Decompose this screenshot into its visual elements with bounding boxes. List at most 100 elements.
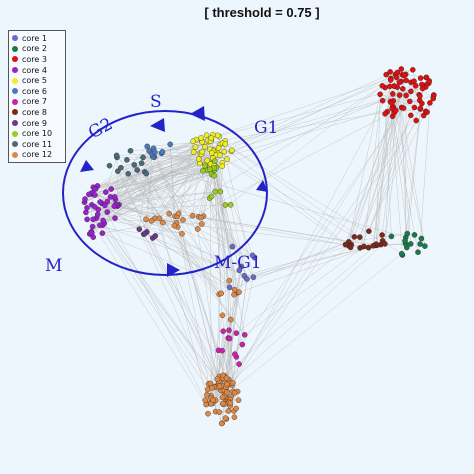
network-node	[410, 67, 416, 73]
cycle-ellipse	[62, 110, 268, 276]
network-node	[408, 88, 414, 95]
network-node	[215, 145, 222, 151]
label-g1: G1	[254, 118, 278, 138]
network-node	[140, 154, 146, 161]
network-node	[175, 210, 182, 217]
legend-label: core 8	[22, 107, 47, 117]
network-node	[223, 375, 230, 381]
network-node	[227, 400, 234, 406]
network-node	[230, 380, 236, 386]
network-node	[382, 241, 388, 247]
network-node	[143, 216, 149, 223]
network-node	[377, 91, 383, 98]
network-node	[383, 71, 389, 78]
network-node	[166, 210, 172, 217]
network-node	[233, 405, 239, 412]
network-node	[214, 376, 221, 382]
network-node	[209, 150, 215, 156]
network-node	[222, 141, 229, 147]
network-node	[224, 389, 230, 396]
network-node	[222, 202, 229, 208]
network-node	[357, 234, 363, 240]
network-node	[412, 83, 419, 89]
network-node	[159, 149, 166, 155]
network-node	[232, 351, 238, 357]
network-node	[403, 92, 409, 99]
legend-label: core 9	[22, 118, 47, 128]
legend-swatch-icon	[12, 67, 18, 74]
network-node	[393, 107, 399, 114]
network-node	[249, 252, 256, 259]
network-node	[198, 214, 204, 221]
network-node	[225, 408, 232, 414]
network-node	[427, 100, 433, 106]
network-node	[400, 86, 406, 92]
network-node	[222, 415, 229, 421]
network-node	[216, 383, 223, 389]
network-node	[209, 385, 215, 391]
network-node	[227, 202, 234, 208]
network-node	[402, 238, 408, 244]
legend-swatch-icon	[12, 56, 18, 63]
network-node	[220, 400, 226, 407]
network-node	[112, 215, 118, 221]
legend-item: core 1	[12, 33, 62, 44]
network-node	[342, 241, 349, 248]
legend-swatch-icon	[12, 98, 18, 105]
network-node	[398, 66, 405, 72]
network-node	[89, 223, 96, 230]
network-node	[219, 347, 225, 354]
network-node	[218, 290, 224, 297]
network-node	[379, 83, 386, 89]
network-node	[160, 219, 166, 226]
network-node	[229, 147, 235, 154]
legend-label: core 1	[22, 33, 47, 43]
network-node	[106, 162, 113, 169]
network-node	[146, 148, 152, 154]
legend-swatch-icon	[12, 141, 18, 148]
network-node	[86, 191, 92, 198]
node-layer	[81, 66, 437, 427]
network-node	[388, 233, 395, 240]
network-node	[224, 381, 230, 388]
network-node	[394, 69, 401, 76]
network-node	[224, 156, 230, 162]
network-node	[419, 100, 425, 107]
network-node	[171, 222, 178, 229]
legend-item: core 2	[12, 44, 62, 55]
network-node	[231, 414, 238, 420]
network-node	[417, 93, 423, 99]
network-node	[418, 235, 425, 242]
network-node	[190, 138, 196, 145]
network-node	[152, 233, 159, 239]
network-node	[194, 226, 201, 232]
legend-swatch-icon	[12, 35, 18, 42]
network-node	[379, 232, 385, 238]
network-node	[131, 162, 138, 168]
network-node	[407, 98, 413, 105]
label-g2: G2	[85, 114, 116, 143]
network-node	[241, 332, 248, 338]
network-node	[108, 186, 114, 192]
network-node	[192, 144, 199, 150]
network-node	[111, 203, 117, 209]
network-node	[143, 170, 150, 177]
network-node	[92, 204, 98, 210]
network-node	[220, 328, 226, 334]
network-node	[420, 112, 427, 119]
network-node	[382, 111, 388, 117]
legend-swatch-icon	[12, 109, 18, 116]
network-node	[408, 112, 414, 119]
network-node	[417, 105, 424, 112]
arrow-m-mg1-icon	[167, 263, 180, 277]
network-node	[400, 105, 407, 111]
network-node	[403, 77, 409, 84]
network-node	[218, 420, 225, 427]
legend: core 1 core 2 core 3 core 4 core 5 core 6 core…	[8, 30, 66, 164]
legend-item: core 8	[12, 107, 62, 118]
network-node	[210, 397, 216, 403]
network-node	[82, 196, 88, 202]
network-node	[419, 85, 426, 92]
network-node	[94, 211, 101, 218]
